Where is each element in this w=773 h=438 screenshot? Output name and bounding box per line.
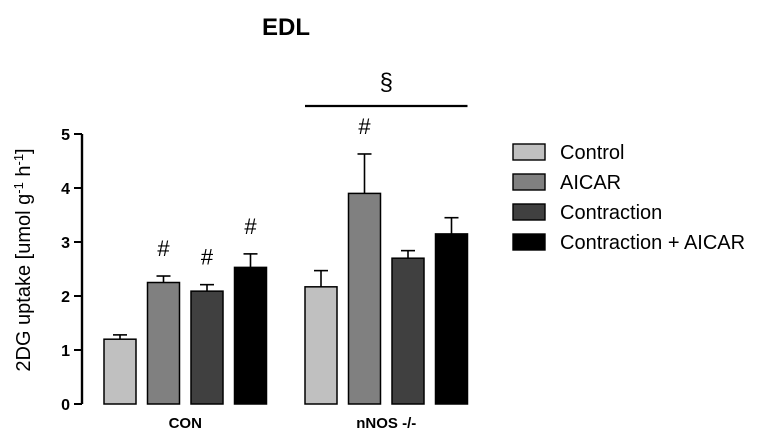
y-axis-label-superscript-2: -1 bbox=[11, 154, 26, 166]
bar bbox=[190, 290, 224, 405]
y-tick-label: 1 bbox=[61, 343, 70, 360]
legend-swatch bbox=[512, 143, 546, 161]
y-tick-label: 5 bbox=[61, 127, 70, 144]
significance-mark: # bbox=[201, 245, 214, 270]
legend-swatch bbox=[512, 233, 546, 251]
bar bbox=[103, 338, 137, 405]
x-category-label: CON bbox=[169, 415, 202, 432]
group-annotation-mark: § bbox=[380, 69, 393, 96]
legend: Control AICAR Contraction Contraction + AIC… bbox=[512, 142, 745, 254]
y-axis-label-part-3: ] bbox=[13, 148, 35, 154]
bar bbox=[434, 233, 469, 405]
y-axis-label-superscript-1: -1 bbox=[11, 182, 26, 194]
plot-layer: 0 1 2 3 4 5 # # # CON # nNOS -/- § bbox=[61, 69, 469, 432]
bar bbox=[347, 192, 382, 405]
y-axis-label: 2DG uptake [umol g-1 h-1] bbox=[11, 148, 36, 371]
legend-swatch bbox=[512, 203, 546, 221]
svg-text:2DG uptake [umol g-1 h-1]: 2DG uptake [umol g-1 h-1] bbox=[11, 148, 36, 371]
legend-label: Contraction + AICAR bbox=[560, 232, 745, 254]
significance-mark: # bbox=[157, 236, 170, 261]
bar bbox=[233, 266, 268, 405]
bar bbox=[391, 257, 425, 405]
y-tick-label: 3 bbox=[61, 235, 70, 252]
significance-mark: # bbox=[244, 214, 257, 239]
legend-label: AICAR bbox=[560, 172, 621, 194]
y-axis-label-part-2: h bbox=[13, 166, 35, 183]
x-category-label: nNOS -/- bbox=[356, 415, 416, 432]
bar bbox=[146, 281, 181, 405]
significance-mark: # bbox=[358, 114, 371, 139]
legend-swatch bbox=[512, 173, 546, 191]
y-tick-label: 2 bbox=[61, 289, 70, 306]
y-axis-label-part-1: 2DG uptake [umol g bbox=[13, 194, 35, 372]
y-tick-label: 4 bbox=[61, 181, 70, 198]
legend-label: Control bbox=[560, 142, 624, 164]
y-tick-label: 0 bbox=[61, 397, 70, 414]
chart-title: EDL bbox=[262, 14, 310, 41]
bar bbox=[304, 286, 338, 405]
legend-label: Contraction bbox=[560, 202, 662, 224]
